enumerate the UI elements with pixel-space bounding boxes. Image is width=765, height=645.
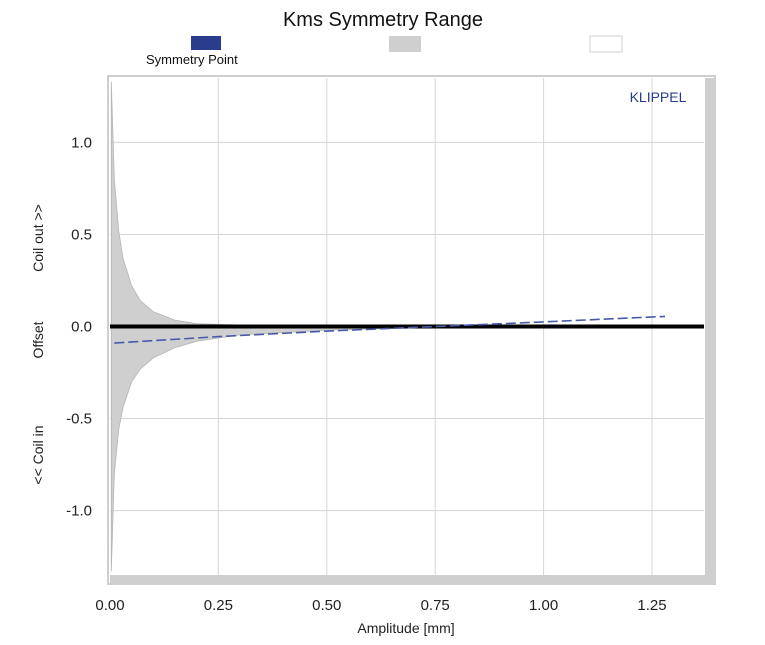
x-tick-label-0: 0.00 — [95, 597, 124, 614]
series-layer — [114, 315, 666, 344]
y-axis-title: << Coil in Offset Coil out >> — [30, 204, 46, 484]
plot-right-border — [705, 78, 714, 583]
x-tick-label-1: 0.25 — [204, 597, 233, 614]
x-tick-label-4: 1.00 — [529, 597, 558, 614]
legend-label-symmetry-point: Symmetry Point — [146, 52, 238, 67]
grid — [110, 78, 704, 575]
y-tick-label-0: 1.0 — [71, 134, 92, 151]
x-axis-title: Amplitude [mm] — [357, 620, 454, 636]
legend-swatch-range — [389, 36, 421, 52]
legend: Symmetry Point — [146, 35, 623, 67]
x-tick-labels: 0.00 0.25 0.50 0.75 1.00 1.25 — [95, 597, 666, 614]
chart-title: Kms Symmetry Range — [283, 9, 483, 31]
x-tick-label-5: 1.25 — [637, 597, 666, 614]
y-axis-title-coil-in: << Coil in — [30, 425, 46, 484]
symmetry-point-line — [114, 315, 666, 344]
x-tick-label-2: 0.50 — [312, 597, 341, 614]
x-tick-label-3: 0.75 — [421, 597, 450, 614]
brand-label: KLIPPEL — [630, 89, 687, 105]
legend-swatch-empty — [589, 35, 623, 53]
y-tick-label-2: 0.0 — [71, 319, 92, 336]
y-tick-labels: 1.0 0.5 0.0 -0.5 -1.0 — [66, 134, 92, 519]
y-axis-title-offset: Offset — [30, 321, 46, 358]
y-tick-label-3: -0.5 — [66, 411, 92, 428]
legend-swatch-symmetry-point — [191, 36, 221, 50]
y-axis-title-coil-out: Coil out >> — [30, 204, 46, 272]
y-tick-label-4: -1.0 — [66, 503, 92, 520]
y-tick-label-1: 0.5 — [71, 226, 92, 243]
plot-bottom-border — [110, 575, 714, 583]
